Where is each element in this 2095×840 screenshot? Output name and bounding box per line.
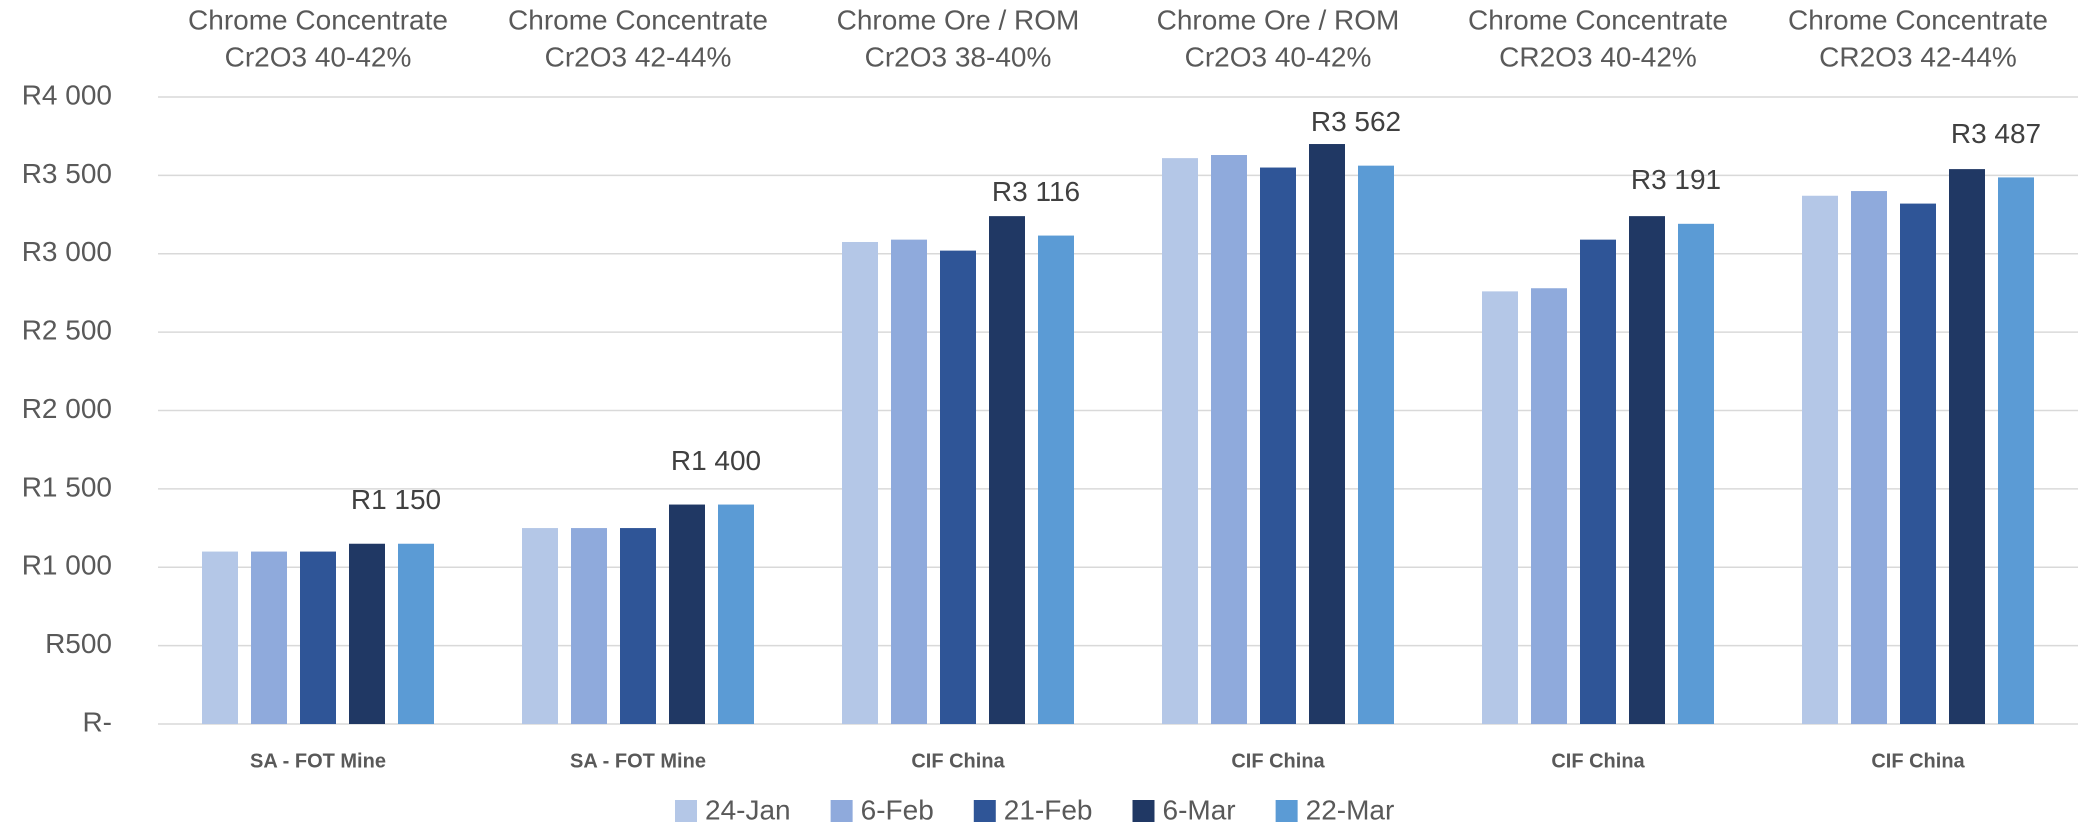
data-label: R3 562 xyxy=(1311,106,1401,137)
y-tick-label: R500 xyxy=(45,628,112,659)
bar xyxy=(620,528,656,724)
y-tick-label: R2 000 xyxy=(22,393,112,424)
bar xyxy=(1998,177,2034,725)
bar xyxy=(1802,195,1838,724)
y-tick-label: R2 500 xyxy=(22,315,112,346)
y-tick-label: R- xyxy=(82,706,112,737)
bar xyxy=(842,241,878,724)
bar xyxy=(1162,158,1198,724)
y-tick-label: R3 000 xyxy=(22,236,112,267)
y-tick-label: R1 000 xyxy=(22,550,112,581)
legend-swatch xyxy=(1132,800,1155,822)
legend-swatch xyxy=(830,800,853,822)
bar xyxy=(300,551,336,724)
group-title: CR2O3 40-42% xyxy=(1499,41,1697,72)
legend-label: 21-Feb xyxy=(1004,794,1093,825)
y-tick-label: R1 500 xyxy=(22,471,112,502)
y-tick-label: R4 000 xyxy=(22,79,112,110)
x-tick-label: SA - FOT Mine xyxy=(250,750,386,772)
group-title: Chrome Concentrate xyxy=(508,4,768,35)
legend-label: 6-Feb xyxy=(861,794,934,825)
legend-label: 24-Jan xyxy=(705,794,791,825)
legend-label: 22-Mar xyxy=(1306,794,1395,825)
legend-swatch xyxy=(1275,800,1298,822)
bar xyxy=(1629,216,1665,724)
data-label: R3 487 xyxy=(1951,118,2041,149)
y-tick-label: R3 500 xyxy=(22,158,112,189)
group-title: Chrome Concentrate xyxy=(1788,4,2048,35)
group-title: Cr2O3 40-42% xyxy=(225,41,412,72)
data-label: R1 150 xyxy=(351,484,441,515)
bar xyxy=(251,551,287,724)
bar xyxy=(1851,191,1887,725)
x-tick-label: CIF China xyxy=(1551,750,1645,772)
group-title: Chrome Concentrate xyxy=(1468,4,1728,35)
bar xyxy=(1531,288,1567,724)
data-label: R3 191 xyxy=(1631,164,1721,195)
bar xyxy=(1580,239,1616,724)
bar xyxy=(522,528,558,724)
x-tick-label: SA - FOT Mine xyxy=(570,750,706,772)
bar xyxy=(349,543,385,724)
bar xyxy=(989,216,1025,724)
bar xyxy=(940,250,976,725)
x-tick-label: CIF China xyxy=(911,750,1005,772)
group-title: Chrome Ore / ROM xyxy=(837,4,1080,35)
group-title: Chrome Ore / ROM xyxy=(1157,4,1400,35)
bar xyxy=(1482,291,1518,724)
bar xyxy=(398,543,434,724)
bar xyxy=(202,551,238,724)
bar xyxy=(1949,169,1985,725)
bar xyxy=(1260,167,1296,725)
bar xyxy=(891,239,927,724)
data-label: R1 400 xyxy=(671,445,761,476)
data-label: R3 116 xyxy=(992,176,1080,207)
x-tick-label: CIF China xyxy=(1871,750,1965,772)
bar xyxy=(1211,154,1247,724)
group-title: Cr2O3 40-42% xyxy=(1185,41,1372,72)
bar xyxy=(571,528,607,724)
bar xyxy=(1678,223,1714,725)
group-title: CR2O3 42-44% xyxy=(1819,41,2017,72)
bar xyxy=(669,504,705,724)
bar xyxy=(1900,203,1936,725)
group-title: Chrome Concentrate xyxy=(188,4,448,35)
bar xyxy=(1309,144,1345,724)
x-tick-label: CIF China xyxy=(1231,750,1325,772)
legend-swatch xyxy=(973,800,996,822)
group-title: Cr2O3 42-44% xyxy=(545,41,732,72)
bar xyxy=(1358,165,1394,724)
legend-label: 6-Mar xyxy=(1163,794,1236,825)
bar xyxy=(718,504,754,724)
group-title: Cr2O3 38-40% xyxy=(865,41,1052,72)
bar xyxy=(1038,235,1074,724)
legend-swatch xyxy=(675,800,697,822)
